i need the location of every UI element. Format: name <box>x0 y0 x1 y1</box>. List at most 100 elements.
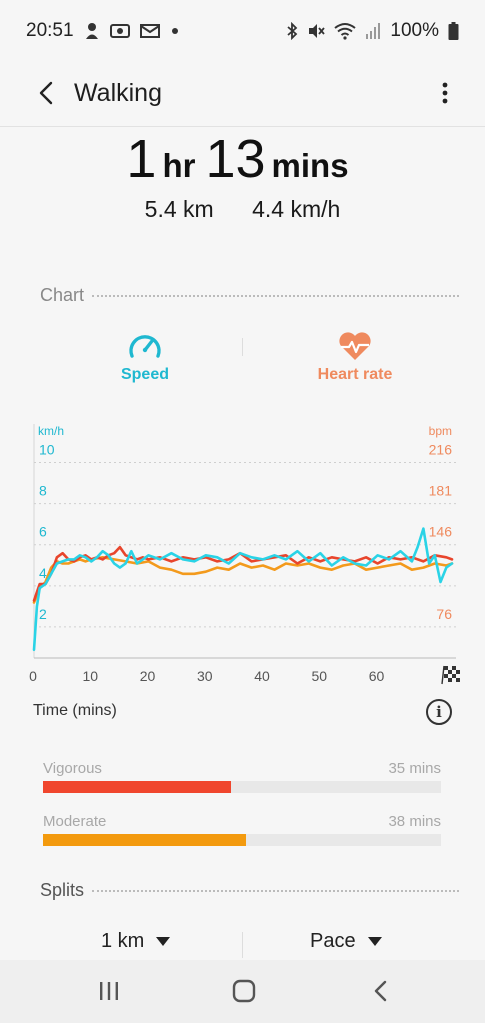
series-line-speed <box>32 527 454 652</box>
right-tick-label: 146 <box>429 524 453 540</box>
mail-icon <box>139 24 160 38</box>
split-distance-dropdown[interactable]: 1 km <box>101 930 171 953</box>
x-tick-label: 10 <box>82 668 98 684</box>
moderate-track <box>43 834 441 846</box>
back-nav-button[interactable] <box>355 966 405 1016</box>
vigorous-label: Vigorous <box>43 760 102 777</box>
tab-speed-label: Speed <box>120 366 169 383</box>
finish-flag-cell <box>448 678 452 682</box>
right-tick-label: 76 <box>436 606 452 622</box>
series-line-moderate <box>32 556 454 604</box>
chart-section-label: Chart <box>40 285 85 305</box>
vigorous-value: 35 mins <box>388 760 441 777</box>
left-tick-label: 2 <box>39 606 47 622</box>
bluetooth-icon <box>287 22 298 40</box>
finish-flag-cell <box>448 670 452 674</box>
summary-stats: 5.4 km 4.4 km/h <box>0 196 485 223</box>
duration-hours: 1 <box>126 129 157 189</box>
page-title: Walking <box>74 78 162 107</box>
wifi-icon <box>334 23 357 40</box>
moderate-label: Moderate <box>43 813 107 830</box>
home-icon <box>232 979 256 1003</box>
left-tick-label: 4 <box>39 565 47 581</box>
recent-apps-button[interactable] <box>84 966 134 1016</box>
battery-percent: 100% <box>390 20 439 41</box>
finish-flag-cell <box>456 678 460 682</box>
system-nav-bar <box>0 960 485 1023</box>
recent-apps-icon <box>100 982 118 1000</box>
vigorous-fill <box>43 781 231 793</box>
section-dots <box>92 889 459 892</box>
vigorous-bar: Vigorous 35 mins <box>43 760 441 793</box>
x-tick-label: 40 <box>254 668 270 684</box>
duration-minutes: 13 <box>205 129 266 189</box>
back-button[interactable] <box>26 73 66 113</box>
chart-section-header: Chart <box>40 285 459 306</box>
distance-value: 5.4 km <box>144 196 214 222</box>
notification-icon <box>85 23 98 39</box>
status-time: 20:51 <box>26 20 74 41</box>
split-metric-value: Pace <box>310 930 356 952</box>
finish-flag-pole <box>441 665 445 685</box>
left-tick-label: 8 <box>39 483 47 499</box>
app-bar: Walking <box>0 62 485 124</box>
split-metric-dropdown[interactable]: Pace <box>310 930 382 953</box>
more-vert-icon <box>442 82 448 104</box>
info-icon[interactable]: i <box>426 699 452 725</box>
moderate-fill <box>43 834 246 846</box>
status-bar: 20:51 100% <box>0 0 485 62</box>
speed-heart-rate-chart: km/h bpm 10 216 8 181 6 146 4 2 76 0 10 20 30 40 50 60 <box>26 420 466 690</box>
x-tick-label: 20 <box>140 668 156 684</box>
right-tick-label: 216 <box>429 442 453 458</box>
splits-section-header: Splits <box>40 880 459 901</box>
section-dots <box>92 294 459 297</box>
duration-minutes-unit: mins <box>271 147 349 184</box>
speedometer-icon <box>129 335 161 358</box>
splits-section-label: Splits <box>40 880 85 900</box>
moderate-value: 38 mins <box>388 813 441 830</box>
avg-speed-value: 4.4 km/h <box>252 196 341 222</box>
split-divider <box>242 932 243 958</box>
back-arrow-icon <box>39 81 53 105</box>
mute-icon <box>309 24 326 38</box>
battery-icon <box>448 22 459 40</box>
series-line-heart-rate <box>32 545 454 602</box>
vigorous-track <box>43 781 441 793</box>
home-button[interactable] <box>219 966 269 1016</box>
chevron-down-icon <box>367 937 382 946</box>
chart-metric-toggle: Speed Heart rate <box>40 330 460 390</box>
duration-display: 1 hr 13 mins <box>0 128 485 190</box>
moderate-bar: Moderate 38 mins <box>43 813 441 846</box>
x-tick-label: 50 <box>312 668 328 684</box>
back-nav-icon <box>374 980 387 1002</box>
finish-flag-cell <box>444 666 448 670</box>
split-distance-value: 1 km <box>101 930 145 952</box>
chevron-down-icon <box>156 937 171 946</box>
finish-flag-cell <box>452 666 456 670</box>
right-axis-unit: bpm <box>429 424 452 438</box>
splits-controls: 1 km Pace <box>0 930 485 960</box>
finish-flag-cell <box>456 670 460 674</box>
x-tick-label: 60 <box>369 668 385 684</box>
header-divider <box>0 126 485 127</box>
chart-svg: km/h bpm 10 216 8 181 6 146 4 2 76 0 10 20 30 40 50 60 <box>29 424 460 685</box>
signal-icon <box>366 23 381 39</box>
x-tick-label: 0 <box>29 668 37 684</box>
heart-rate-icon <box>339 332 371 360</box>
left-tick-label: 6 <box>39 524 47 540</box>
dot-icon <box>171 28 178 34</box>
tab-speed[interactable]: Speed <box>40 330 250 390</box>
duration-hours-unit: hr <box>162 147 196 184</box>
x-axis-label: Time (mins) <box>33 702 117 719</box>
x-tick-label: 30 <box>197 668 213 684</box>
more-options-button[interactable] <box>433 73 457 113</box>
tab-heart-rate-label: Heart rate <box>317 366 393 383</box>
tab-heart-rate[interactable]: Heart rate <box>250 330 460 390</box>
photo-icon <box>109 24 130 38</box>
finish-flag-cell <box>444 674 448 678</box>
left-axis-unit: km/h <box>38 424 64 438</box>
left-tick-label: 10 <box>39 442 55 458</box>
right-tick-label: 181 <box>429 483 453 499</box>
finish-flag-cell <box>452 674 456 678</box>
toggle-divider <box>242 338 243 356</box>
